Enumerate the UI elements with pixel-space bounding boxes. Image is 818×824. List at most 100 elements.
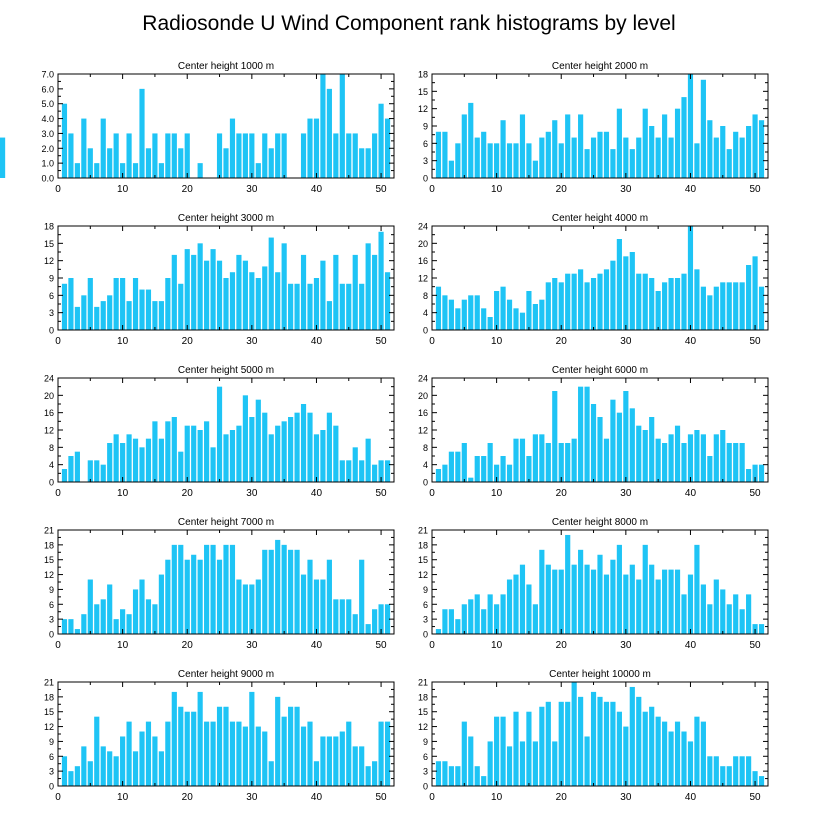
y-tick-label: 16: [418, 408, 428, 418]
histogram-bar: [191, 254, 197, 330]
x-tick-label: 0: [429, 184, 435, 195]
histogram-bar: [442, 464, 448, 482]
histogram-bar: [94, 716, 100, 786]
histogram-bar: [313, 118, 320, 178]
histogram-bar: [494, 291, 500, 330]
y-tick-label: 0: [423, 478, 428, 488]
panel-title: Center height 6000 m: [552, 365, 648, 376]
histogram-bar: [307, 559, 313, 634]
y-tick-label: 12: [418, 274, 428, 284]
histogram-bar: [268, 761, 274, 786]
histogram-bar: [500, 286, 506, 330]
histogram-bar: [216, 559, 223, 634]
histogram-bar: [752, 464, 758, 482]
y-tick-label: 6: [49, 752, 54, 762]
histogram-bar: [578, 549, 584, 634]
histogram-bar: [597, 131, 603, 178]
histogram-bar: [365, 243, 371, 330]
histogram-bar: [68, 456, 74, 482]
histogram-bar: [752, 256, 758, 330]
panel-grid: Center height 1000 m0 10 20 30 40 500.01.02.0…: [0, 61, 769, 803]
histogram-bar: [281, 133, 287, 178]
histogram-bar: [384, 118, 391, 178]
histogram-bar: [487, 143, 493, 178]
histogram-bar: [539, 434, 545, 482]
histogram-bar: [500, 716, 506, 786]
histogram-bar: [100, 746, 106, 786]
y-tick-label: 3: [49, 308, 54, 318]
histogram-bar: [642, 711, 648, 786]
histogram-bar: [165, 133, 171, 178]
histogram-bar: [700, 721, 706, 786]
histogram-bar: [487, 443, 493, 482]
histogram-bar: [519, 741, 526, 786]
x-tick-label: 0: [55, 640, 61, 651]
histogram-bar: [275, 425, 281, 482]
histogram-bar: [539, 299, 545, 330]
histogram-bar: [526, 584, 532, 634]
y-tick-label: 0.0: [41, 174, 54, 184]
histogram-bar: [178, 706, 184, 786]
histogram-bar: [629, 252, 635, 330]
histogram-bar: [294, 549, 300, 634]
histogram-bar: [165, 559, 171, 634]
histogram-bar: [288, 706, 294, 786]
histogram-bar: [262, 133, 268, 178]
x-tick-label: 40: [685, 792, 697, 803]
histogram-bar: [674, 721, 681, 786]
histogram-bar: [713, 756, 719, 786]
y-tick-label: 8: [423, 291, 428, 301]
x-tick-label: 0: [55, 336, 61, 347]
x-tick-label: 30: [246, 336, 258, 347]
y-tick-label: 7.0: [41, 70, 54, 80]
histogram-bar: [707, 456, 713, 482]
histogram-bar: [94, 604, 100, 634]
x-tick-label: 0: [429, 488, 435, 499]
histogram-bar: [74, 766, 80, 786]
histogram-bar: [223, 544, 229, 634]
histogram-bar: [313, 434, 320, 482]
y-tick-label: 21: [418, 526, 428, 536]
histogram-bar: [113, 434, 119, 482]
histogram-bar: [152, 133, 158, 178]
histogram-bar: [145, 148, 152, 178]
histogram-bar: [197, 430, 203, 482]
histogram-bar: [359, 148, 365, 178]
histogram-bar: [668, 434, 674, 482]
histogram-bar: [262, 266, 268, 330]
x-tick-label: 40: [685, 640, 697, 651]
histogram-bar: [726, 604, 732, 634]
histogram-bar: [558, 569, 564, 634]
histogram-bar: [558, 143, 564, 178]
histogram-bar: [700, 434, 706, 482]
y-tick-label: 8: [423, 443, 428, 453]
x-tick-label: 50: [376, 488, 388, 499]
x-tick-label: 50: [750, 640, 762, 651]
histogram-bar: [152, 604, 158, 634]
x-tick-label: 30: [246, 792, 258, 803]
histogram-bar: [597, 696, 603, 786]
y-tick-label: 0: [49, 478, 54, 488]
histogram-bar: [255, 726, 261, 786]
histogram-bar: [565, 701, 571, 786]
histogram-bar: [481, 609, 487, 634]
histogram-bar: [197, 559, 203, 634]
y-tick-label: 12: [44, 426, 54, 436]
histogram-bar: [216, 260, 223, 330]
y-tick-label: 21: [44, 526, 54, 536]
histogram-bar: [565, 443, 571, 482]
histogram-bar: [300, 574, 307, 634]
histogram-bar: [616, 239, 622, 330]
histogram-bar: [158, 751, 164, 786]
histogram-bar: [720, 430, 726, 482]
histogram-bar: [461, 721, 467, 786]
histogram-bar: [326, 736, 332, 786]
histogram-bar: [610, 559, 616, 634]
histogram-bar: [139, 289, 145, 330]
histogram-bar: [468, 477, 474, 482]
histogram-bar: [578, 269, 584, 330]
histogram-bar: [610, 149, 616, 178]
histogram-bar: [674, 108, 681, 178]
histogram-bar: [545, 131, 551, 178]
histogram-bar: [545, 443, 551, 482]
